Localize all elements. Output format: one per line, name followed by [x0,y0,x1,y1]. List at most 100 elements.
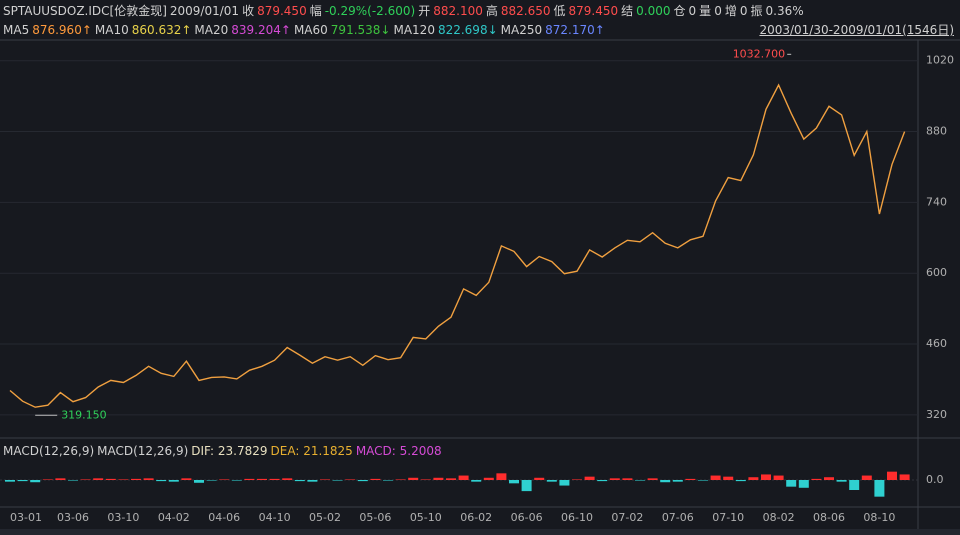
x-tick-label: 07-10 [712,511,744,524]
field-label: 低 [553,4,566,18]
macd-bar [534,477,545,480]
macd-bar [105,478,116,480]
x-tick-label: 03-10 [107,511,139,524]
macd-bar [710,475,721,480]
macd-bar [219,479,230,480]
macd-bar [17,480,28,482]
macd-bar [660,480,671,483]
ma-label: MA250 [500,23,543,37]
ma-value: 822.698↓ [437,23,498,37]
date: 2009/01/01 [169,4,240,18]
x-tick-label: 04-06 [208,511,240,524]
field-label: 振 [750,4,763,18]
field-label: 幅 [309,4,322,18]
ma-value: 860.632↑ [131,23,192,37]
tab-bar [0,529,960,535]
field-value: 0.36% [765,4,804,18]
y-tick-label: 320 [926,408,947,421]
y-tick-label: 0.0 [926,473,944,486]
macd-bar [874,480,885,497]
field-value: 0 [714,4,722,18]
macd-bar [685,478,696,480]
macd-bar [118,479,129,480]
macd-bar [635,480,645,481]
macd-bar [761,474,771,480]
ma-value: 839.204↑ [231,23,291,37]
macd-bar [55,478,66,480]
macd-bar [370,478,381,480]
macd-bar [307,480,318,482]
macd-bar [458,475,469,480]
macd-bar [383,480,393,481]
x-tick-label: 06-06 [511,511,543,524]
macd-bar [584,476,595,480]
macd-bar [143,478,154,480]
macd-bar [647,478,658,480]
macd-bar [131,478,141,480]
field-label: 开 [418,4,431,18]
macd-bar [887,471,897,480]
ma-value: 872.170↑ [545,23,605,37]
y-tick-label: 600 [926,266,947,279]
macd-bar [5,480,15,482]
macd-bar [93,478,104,480]
dea: DEA: 21.1825 [270,444,353,458]
x-tick-label: 05-02 [309,511,341,524]
ma-label: MA20 [194,23,229,37]
ma-value: 791.538↓ [330,23,391,37]
field-label: 收 [242,4,255,18]
macd-bar [572,479,582,480]
symbol: SPTAUUSDOZ.IDC[伦敦金现] [3,4,167,18]
field-label: 结 [621,4,634,18]
macd-bar [68,480,78,481]
macd-title: MACD(12,26,9) [97,444,189,458]
x-tick-label: 07-06 [662,511,694,524]
macd-bar [496,473,507,480]
macd-bar [672,480,683,482]
field-value: 882.650 [500,4,551,18]
x-tick-label: 05-06 [359,511,391,524]
macd-bar [622,478,633,480]
macd-bar [748,477,759,480]
macd-bar [597,480,608,482]
macd-bar [231,480,242,481]
ma-label: MA120 [393,23,435,37]
macd-value: MACD: 5.2008 [355,444,442,458]
field-label: 高 [485,4,498,18]
ma-value: 876.960↑ [32,23,92,37]
quote-row: SPTAUUSDOZ.IDC[伦敦金现] 2009/01/01 收 879.450 幅 -… [3,1,807,21]
field-value: 0 [739,4,748,18]
macd-bar [194,480,204,483]
macd-bar [509,480,519,484]
field-value: 0.000 [636,4,671,18]
macd-bar [420,479,431,480]
x-tick-label: 06-02 [460,511,492,524]
y-tick-label: 1020 [926,54,954,67]
macd-bar [471,480,482,482]
macd-bar [559,480,570,486]
field-label: 量 [699,4,712,18]
field-label: 仓 [673,4,686,18]
x-tick-label: 08-06 [813,511,845,524]
macd-bar [42,479,53,480]
x-tick-label: 08-02 [763,511,795,524]
annotation: 1032.700 [733,47,786,60]
x-tick-label: 07-02 [611,511,643,524]
field-label: 增 [724,4,737,18]
macd-bar [181,478,192,480]
macd-bar [80,479,91,480]
x-tick-label: 05-10 [410,511,442,524]
x-tick-label: 04-10 [259,511,291,524]
ma-label: MA5 [3,23,30,37]
macd-bar [433,477,444,480]
ma-row: MA5 876.960↑ MA10 860.632↑ MA20 839.204↑ MA60 7… [3,20,957,40]
macd-bar [294,480,305,482]
macd-bar [446,478,456,480]
macd-bar [282,478,293,480]
macd-bar [257,478,267,480]
macd-bar [357,480,368,482]
dif: DIF: 23.7829 [191,444,268,458]
macd-bar [332,480,343,481]
macd-bar [320,479,330,480]
